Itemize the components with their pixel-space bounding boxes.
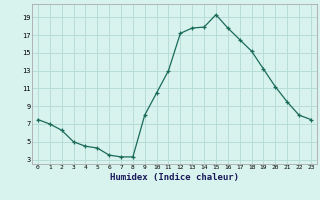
X-axis label: Humidex (Indice chaleur): Humidex (Indice chaleur): [110, 173, 239, 182]
